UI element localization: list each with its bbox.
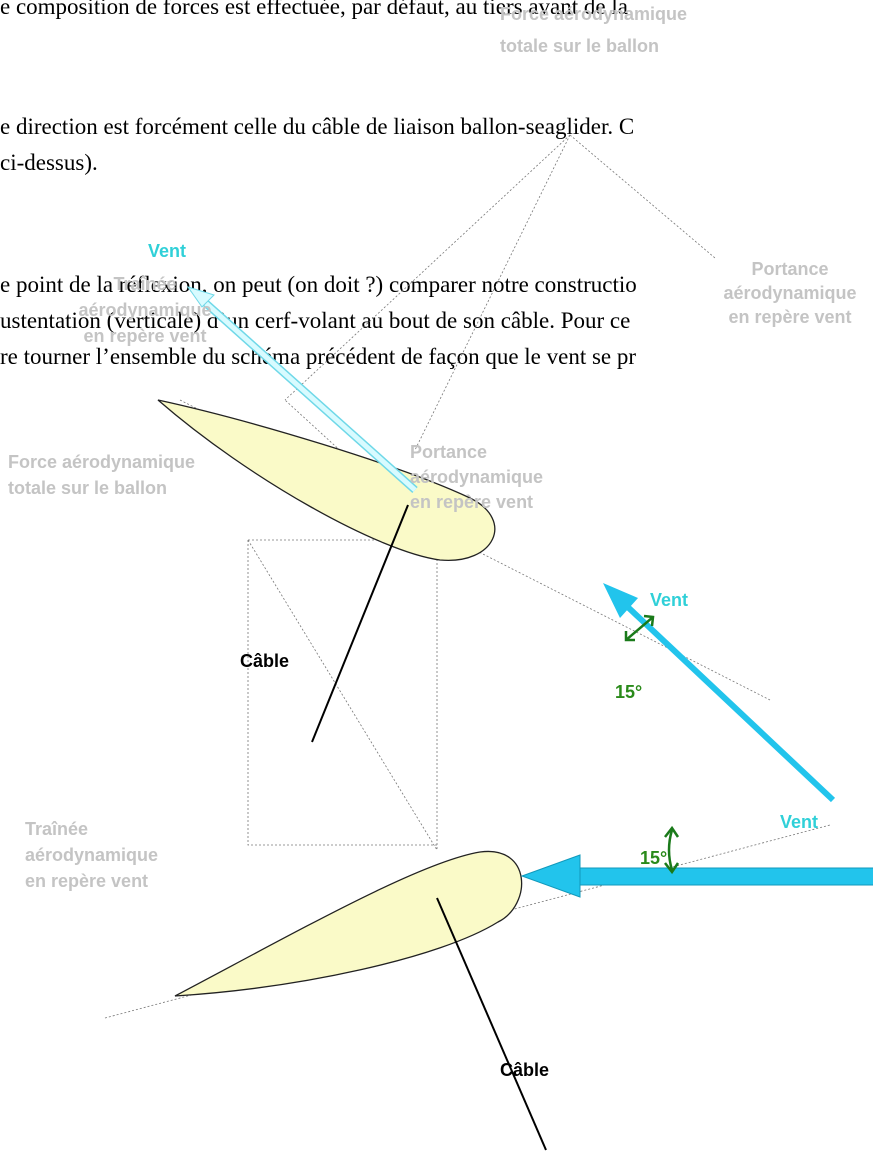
arrow-shaft: [198, 296, 417, 492]
lower-balloon: [174, 850, 523, 997]
diagram-label: Traînée: [113, 274, 176, 294]
diagram-label: totale sur le ballon: [500, 36, 659, 56]
diagram-label: Force aérodynamique: [8, 452, 195, 472]
diagram-label: Vent: [780, 812, 818, 832]
angle-arrow: [667, 829, 674, 871]
diagram-label: totale sur le ballon: [8, 478, 167, 498]
upper-cable: [311, 504, 409, 743]
diagram-label: Portance: [410, 442, 487, 462]
diagram-label: aérodynamique: [410, 467, 543, 487]
diagram-label: en repère vent: [410, 492, 533, 512]
diagram-label: en repère vent: [728, 307, 851, 327]
diagram-label: en repère vent: [83, 326, 206, 346]
diagram-label: Force aérodynamique: [500, 4, 687, 24]
document-line: ustentation (verticale) d’un cerf-volant…: [0, 308, 630, 333]
angle-arrow-head: [643, 614, 655, 627]
diagram-label: Traînée: [25, 819, 88, 839]
diagram-label: Vent: [148, 241, 186, 261]
arrow-head: [603, 583, 638, 618]
document-line: re tourner l’ensemble du schéma précéden…: [0, 344, 636, 369]
lower-cable: [436, 897, 547, 1151]
upper-balloon: [157, 399, 496, 561]
diagram-label: aérodynamique: [723, 283, 856, 303]
document-line: e composition de forces est effectuée, p…: [0, 0, 628, 19]
arrow-head: [520, 854, 581, 898]
dotted-line: [284, 134, 571, 401]
arrow-head: [186, 286, 215, 308]
diagram-label: Câble: [240, 651, 289, 671]
angle-arrow-head: [664, 862, 680, 875]
middle-wind-arrow: [603, 583, 836, 803]
diagram-label: en repère vent: [25, 871, 148, 891]
dotted-line: [569, 134, 716, 259]
lower-wind-arrow: [520, 854, 873, 898]
dotted-line: [247, 539, 438, 851]
diagram-label: 15°: [640, 848, 667, 868]
diagram-label: aérodynamique: [78, 300, 211, 320]
angle-arrow-head: [664, 825, 680, 838]
document-text: e composition de forces est effectuée, p…: [0, 0, 637, 369]
document-line: e direction est forcément celle du câble…: [0, 114, 634, 139]
diagram-label: Portance: [751, 259, 828, 279]
upper-wind-arrow: [186, 286, 418, 493]
document-line: ci-dessus).: [0, 150, 98, 175]
dotted-line: [414, 134, 571, 451]
diagram-label: Vent: [650, 590, 688, 610]
labels: Force aérodynamique totale sur le ballon T…: [8, 4, 857, 1080]
angle-arrow-head: [624, 631, 635, 642]
document-line: e point de la réflexion, on peut (on doi…: [0, 272, 637, 297]
angle-markers: [624, 614, 680, 875]
diagram-label: 15°: [615, 682, 642, 702]
dotted-line: [247, 540, 437, 846]
arrow-shaft: [612, 592, 836, 803]
diagram-label: aérodynamique: [25, 845, 158, 865]
angle-arrow: [625, 616, 654, 641]
diagram-label: Câble: [500, 1060, 549, 1080]
arrow-shaft: [577, 867, 873, 886]
